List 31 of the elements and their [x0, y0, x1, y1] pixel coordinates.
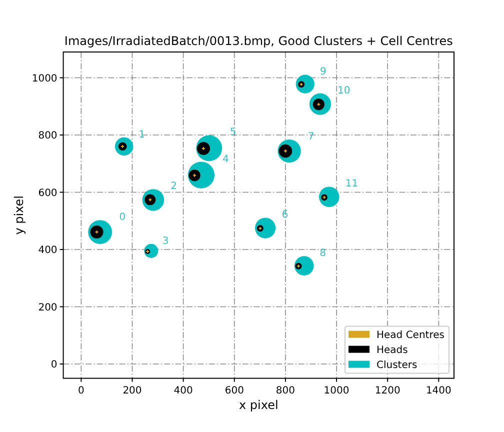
x-tick-label: 200: [122, 385, 142, 396]
annotation: 3: [162, 236, 169, 247]
annotation: 0: [119, 212, 126, 224]
annotation: 2: [170, 181, 177, 192]
y-tick-label: 1000: [32, 73, 58, 84]
annotation: 4: [222, 154, 229, 165]
y-tick-label: 800: [38, 130, 58, 142]
y-tick-label: 0: [50, 360, 58, 371]
x-tick-label: 0: [78, 385, 84, 396]
legend-label: Head Centres: [376, 330, 444, 341]
annotation: 11: [345, 178, 358, 190]
y-tick-label: 400: [38, 245, 58, 256]
chart-title: Images/IrradiatedBatch/0013.bmp, Good Clusters + Cell Centres: [64, 34, 453, 48]
x-axis-title: x pixel: [238, 398, 278, 412]
annotation: 8: [320, 248, 326, 260]
annotation: 6: [282, 210, 288, 221]
legend-label: Heads: [376, 344, 408, 356]
annotation: 1: [138, 129, 146, 140]
x-tick-label: 600: [224, 385, 244, 396]
annotation: 7: [308, 131, 314, 142]
y-tick-label: 600: [38, 188, 58, 199]
legend-label: Clusters: [376, 360, 418, 371]
x-tick-label: 800: [276, 385, 296, 396]
y-axis-title: y pixel: [12, 195, 26, 235]
annotation: 10: [337, 85, 350, 96]
x-tick-label: 400: [174, 385, 193, 396]
y-tick-label: 200: [38, 302, 58, 314]
x-tick-label: 1000: [324, 385, 350, 396]
x-tick-label: 1400: [426, 385, 452, 396]
annotation: 9: [320, 66, 326, 78]
x-tick-label: 1200: [374, 385, 400, 396]
